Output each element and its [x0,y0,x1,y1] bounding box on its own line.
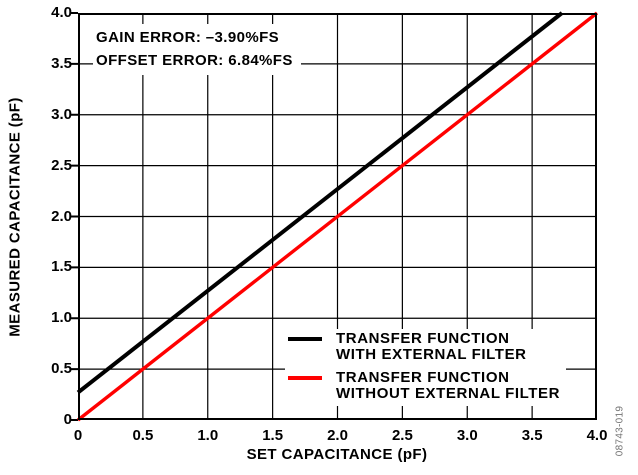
y-tick-label: 3.0 [51,105,72,123]
legend-entry-with-filter: TRANSFER FUNCTION WITH EXTERNAL FILTER [288,331,560,363]
y-tick-label: 2.5 [51,156,72,174]
x-tick-label: 1.5 [262,427,284,444]
legend: TRANSFER FUNCTION WITH EXTERNAL FILTER T… [285,329,567,406]
gain-error-text: GAIN ERROR: –3.90%FS [96,29,280,46]
legend-entry-without-filter: TRANSFER FUNCTION WITHOUT EXTERNAL FILTE… [288,370,560,402]
y-tick-label: 1.0 [51,309,72,327]
y-tick-label: 2.0 [51,207,72,225]
x-tick-label: 0.5 [132,427,154,444]
legend-label-line: TRANSFER FUNCTION [336,369,510,386]
plot-border [78,13,597,420]
legend-label-line: WITH EXTERNAL FILTER [336,346,527,363]
y-tick-label: 0.5 [51,360,72,378]
legend-label-line: WITHOUT EXTERNAL FILTER [336,385,561,402]
x-axis-label: SET CAPACITANCE (pF) [246,446,428,463]
x-tick-label: 4.0 [586,427,608,444]
x-tick-label: 1.0 [197,427,219,444]
figure-code: 08743-019 [614,405,626,457]
x-tick-label: 2.0 [327,427,348,444]
y-tick-label: 3.5 [51,54,72,72]
data-line [76,11,564,395]
y-tick-label: 1.5 [51,258,72,276]
offset-error-text: OFFSET ERROR: 6.84%FS [96,52,293,69]
x-tick-label: 2.5 [391,427,413,444]
x-tick-label: 3.5 [521,427,543,444]
plot-area [71,11,599,422]
x-tick-label: 0 [73,427,83,444]
x-tick-label: 3.0 [456,427,478,444]
y-tick-label: 0 [63,411,72,428]
legend-swatch-red-line [288,376,322,380]
error-annotation: GAIN ERROR: –3.90%FS OFFSET ERROR: 6.84%… [93,24,301,75]
legend-label-line: TRANSFER FUNCTION [336,330,510,347]
legend-swatch-black-line [288,337,322,341]
data-line [76,11,599,422]
y-tick-label: 4.0 [51,4,72,21]
y-axis-label: MEASURED CAPACITANCE (pF) [6,97,24,337]
